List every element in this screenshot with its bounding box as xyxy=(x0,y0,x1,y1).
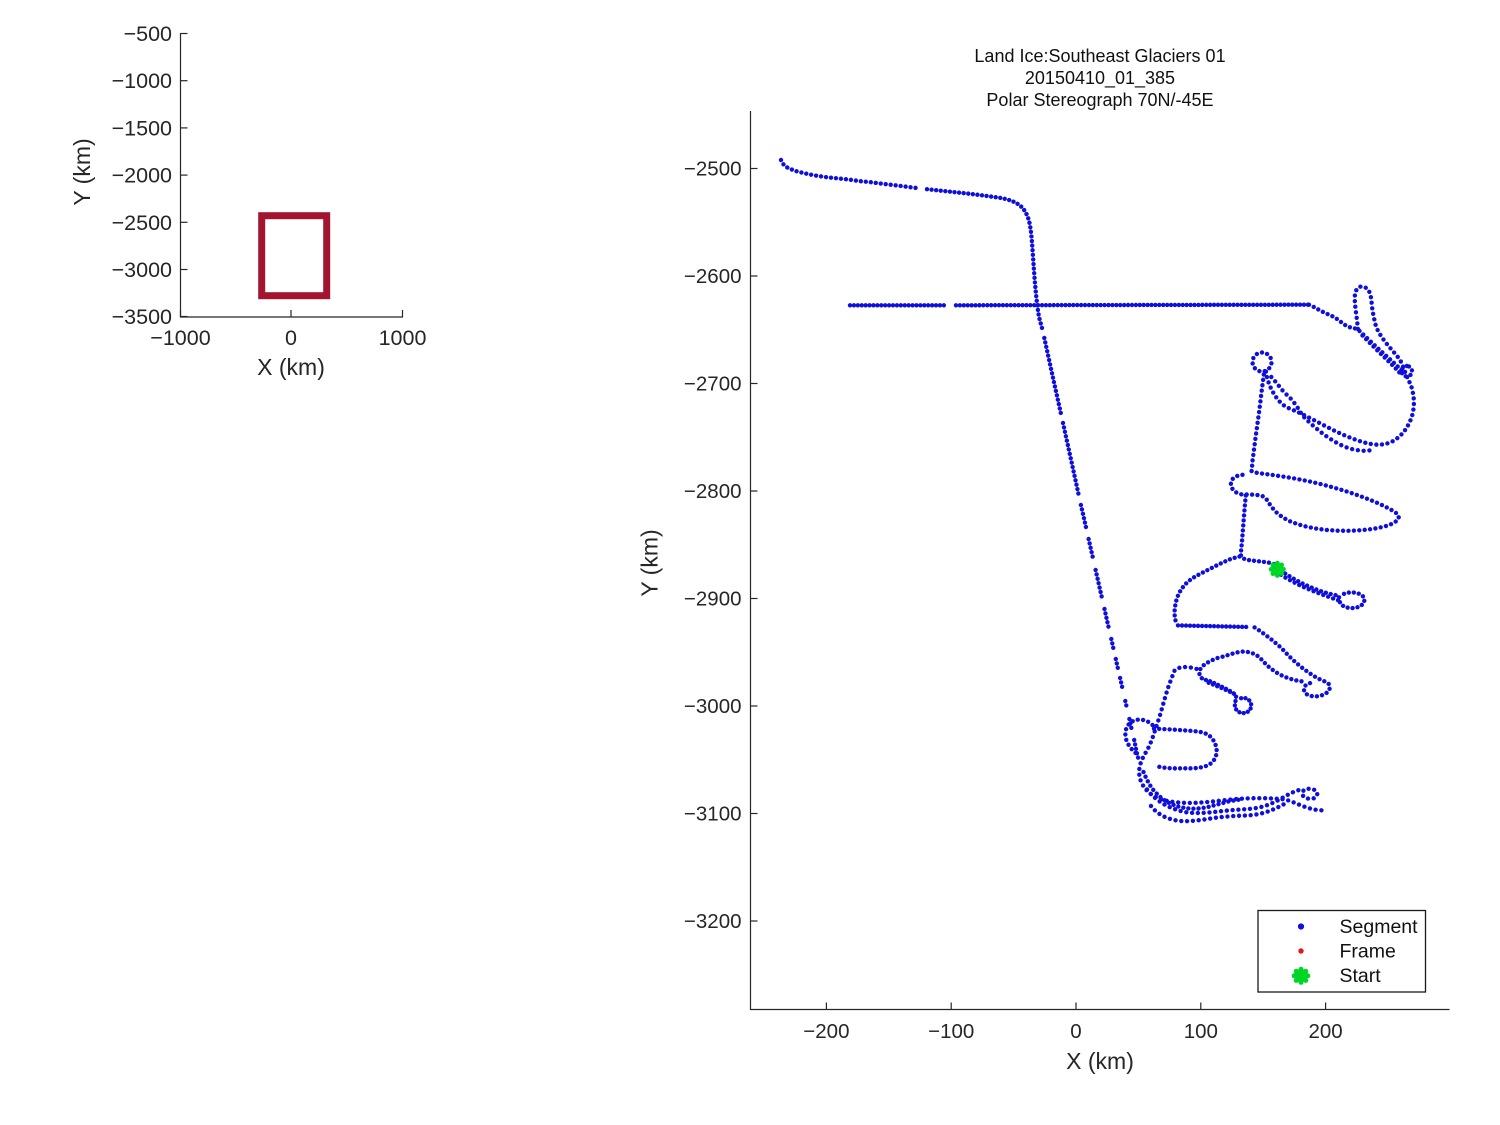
svg-text:−2500: −2500 xyxy=(112,211,172,235)
svg-text:−1500: −1500 xyxy=(112,116,172,140)
svg-text:−1000: −1000 xyxy=(150,326,210,350)
svg-text:−3000: −3000 xyxy=(684,695,742,718)
svg-text:X (km): X (km) xyxy=(1066,1048,1134,1074)
svg-text:X (km): X (km) xyxy=(257,354,325,380)
svg-text:−3200: −3200 xyxy=(684,910,742,933)
svg-text:Land Ice:Southeast Glaciers 01: Land Ice:Southeast Glaciers 01 xyxy=(974,46,1225,66)
svg-text:−2600: −2600 xyxy=(684,265,742,288)
svg-text:100: 100 xyxy=(1184,1020,1218,1043)
svg-text:−2800: −2800 xyxy=(684,480,742,503)
svg-text:Polar Stereograph 70N/-45E: Polar Stereograph 70N/-45E xyxy=(986,90,1213,110)
svg-text:−3000: −3000 xyxy=(112,258,172,282)
svg-text:200: 200 xyxy=(1308,1020,1342,1043)
svg-text:Y (km): Y (km) xyxy=(69,138,95,205)
svg-text:−100: −100 xyxy=(928,1020,974,1043)
svg-text:−3500: −3500 xyxy=(112,305,172,329)
svg-text:0: 0 xyxy=(285,326,297,350)
svg-text:−2900: −2900 xyxy=(684,588,742,611)
svg-text:−2000: −2000 xyxy=(112,164,172,188)
svg-text:Y (km): Y (km) xyxy=(637,529,663,596)
svg-text:1000: 1000 xyxy=(379,326,427,350)
svg-text:−2700: −2700 xyxy=(684,373,742,396)
svg-text:−200: −200 xyxy=(803,1020,849,1043)
svg-text:−2500: −2500 xyxy=(684,158,742,181)
svg-text:−1000: −1000 xyxy=(112,69,172,93)
svg-text:20150410_01_385: 20150410_01_385 xyxy=(1025,68,1175,89)
svg-text:Start: Start xyxy=(1340,965,1382,987)
svg-text:Segment: Segment xyxy=(1340,916,1419,938)
svg-text:−500: −500 xyxy=(124,22,172,46)
svg-text:0: 0 xyxy=(1070,1020,1081,1043)
svg-text:−3100: −3100 xyxy=(684,803,742,826)
svg-text:Frame: Frame xyxy=(1340,941,1396,963)
